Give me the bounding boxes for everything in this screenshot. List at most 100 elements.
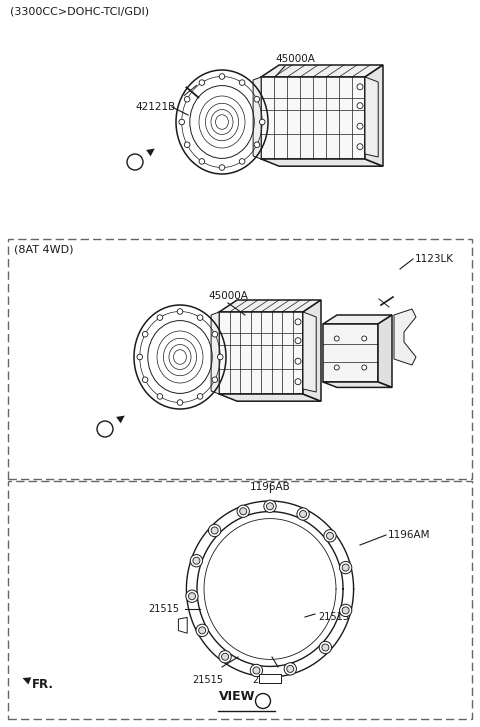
Circle shape — [322, 644, 329, 651]
Circle shape — [297, 508, 309, 521]
Circle shape — [208, 524, 221, 537]
Text: 21515: 21515 — [192, 675, 224, 685]
Polygon shape — [323, 382, 392, 387]
Circle shape — [179, 119, 184, 125]
Polygon shape — [253, 77, 261, 159]
Circle shape — [324, 530, 336, 542]
Circle shape — [264, 500, 276, 513]
Circle shape — [357, 123, 363, 129]
Circle shape — [199, 158, 204, 164]
Circle shape — [197, 393, 203, 399]
Text: 45000A: 45000A — [208, 291, 248, 301]
Polygon shape — [219, 300, 321, 312]
Circle shape — [177, 400, 183, 405]
Circle shape — [199, 627, 206, 634]
Polygon shape — [303, 312, 316, 392]
Polygon shape — [179, 617, 187, 633]
Circle shape — [219, 73, 225, 79]
Circle shape — [255, 694, 271, 709]
Circle shape — [357, 84, 363, 90]
Circle shape — [357, 144, 363, 150]
Bar — [8, 239, 472, 479]
Circle shape — [197, 315, 203, 321]
Circle shape — [157, 315, 163, 321]
Circle shape — [295, 338, 301, 344]
Circle shape — [295, 379, 301, 385]
Circle shape — [342, 564, 349, 571]
Text: 21515: 21515 — [318, 612, 349, 622]
Circle shape — [190, 555, 203, 567]
Polygon shape — [323, 315, 392, 324]
Circle shape — [184, 97, 190, 102]
Text: VIEW: VIEW — [218, 690, 255, 703]
Circle shape — [211, 527, 218, 534]
Circle shape — [184, 142, 190, 148]
Circle shape — [222, 654, 228, 660]
Text: A: A — [260, 696, 266, 705]
Circle shape — [196, 624, 208, 637]
Polygon shape — [378, 315, 392, 387]
Text: 42121B: 42121B — [135, 102, 175, 112]
Circle shape — [212, 377, 217, 382]
Bar — [8, 481, 472, 719]
Circle shape — [284, 663, 297, 675]
Polygon shape — [219, 394, 321, 401]
Circle shape — [334, 336, 339, 341]
Circle shape — [357, 103, 363, 109]
Circle shape — [240, 507, 247, 515]
Circle shape — [326, 532, 334, 539]
Circle shape — [334, 365, 339, 370]
Circle shape — [240, 80, 245, 85]
Text: A: A — [132, 158, 138, 166]
Circle shape — [362, 336, 367, 341]
Circle shape — [212, 332, 217, 337]
Text: 1196AB: 1196AB — [250, 482, 290, 492]
Circle shape — [240, 158, 245, 164]
Circle shape — [127, 154, 143, 170]
Text: 45000A: 45000A — [275, 54, 315, 64]
Circle shape — [253, 667, 260, 674]
Circle shape — [266, 503, 274, 510]
Text: 1123LK: 1123LK — [415, 254, 454, 264]
Circle shape — [339, 561, 352, 574]
Circle shape — [339, 604, 352, 616]
Circle shape — [157, 393, 163, 399]
Polygon shape — [259, 675, 280, 683]
Circle shape — [295, 319, 301, 325]
Circle shape — [97, 421, 113, 437]
Circle shape — [319, 641, 332, 654]
Circle shape — [189, 593, 195, 600]
Text: 1196AM: 1196AM — [388, 530, 431, 540]
Circle shape — [260, 119, 265, 125]
Circle shape — [199, 80, 204, 85]
Circle shape — [219, 165, 225, 170]
Polygon shape — [323, 324, 378, 382]
Polygon shape — [394, 309, 416, 365]
Text: 21515: 21515 — [148, 604, 179, 614]
Circle shape — [362, 365, 367, 370]
Circle shape — [219, 651, 231, 663]
Polygon shape — [211, 312, 219, 394]
Text: (8AT 4WD): (8AT 4WD) — [14, 244, 73, 254]
Polygon shape — [219, 312, 303, 394]
Circle shape — [177, 309, 183, 314]
Circle shape — [254, 142, 260, 148]
Text: 21515: 21515 — [252, 675, 284, 685]
Text: (3300CC>DOHC-TCI/GDI): (3300CC>DOHC-TCI/GDI) — [10, 6, 149, 16]
Circle shape — [287, 665, 294, 672]
Text: FR.: FR. — [32, 678, 54, 691]
Polygon shape — [365, 65, 383, 166]
Circle shape — [137, 354, 143, 360]
Polygon shape — [303, 300, 321, 401]
Circle shape — [300, 510, 307, 518]
Polygon shape — [261, 65, 383, 77]
Circle shape — [342, 607, 349, 614]
Circle shape — [217, 354, 223, 360]
Circle shape — [186, 590, 198, 603]
Circle shape — [237, 505, 250, 518]
Text: A: A — [102, 425, 108, 433]
Circle shape — [295, 358, 301, 364]
Circle shape — [143, 332, 148, 337]
Circle shape — [143, 377, 148, 382]
Polygon shape — [261, 159, 383, 166]
